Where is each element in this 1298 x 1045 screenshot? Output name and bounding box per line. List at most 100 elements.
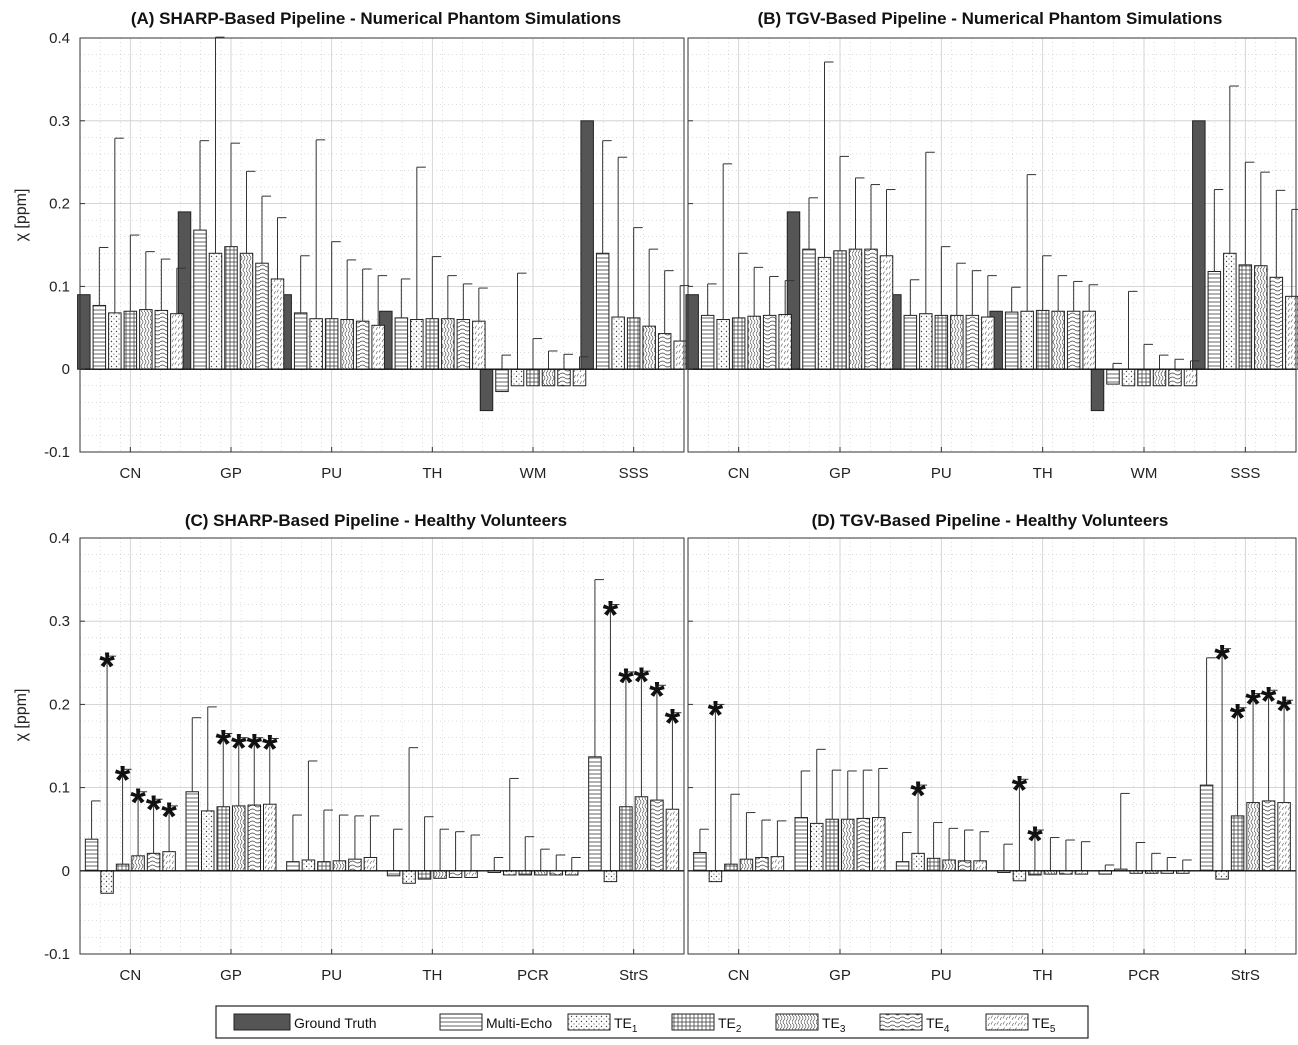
panel-a-bar: [340, 319, 354, 370]
panel-b-bar: [817, 256, 832, 370]
legend-swatch: [233, 1013, 291, 1031]
panel-b-bar: [950, 314, 964, 370]
panel-c-bar: [588, 756, 602, 872]
panel-c-significance-star: *: [603, 594, 619, 638]
panel-c-bar: [634, 796, 649, 872]
panel-b-bar: [731, 317, 746, 370]
panel-c-bar: [417, 870, 432, 880]
panel-b-bar: [762, 314, 777, 370]
panel-a-bar: [410, 319, 424, 370]
panel-c-significance-star: *: [665, 702, 681, 746]
panel-a-bar: [595, 252, 610, 370]
panel-c-y-tick-label: 0.4: [49, 530, 70, 547]
panel-d-bar: [957, 860, 972, 872]
legend-label-subscript: 1: [632, 1024, 638, 1035]
panel-d-x-tick-label: PCR: [1128, 967, 1160, 984]
panel-d-bar: [841, 818, 855, 872]
panel-d-x-tick-label: StrS: [1231, 967, 1260, 984]
panel-d-bar: [755, 856, 769, 872]
panel-c-bar: [619, 806, 633, 872]
panel-c-bar: [286, 861, 300, 872]
panel-a-x-tick-label: GP: [220, 465, 242, 482]
panel-b-plot-area: CN GP PU TH WM SSS: [685, 37, 1298, 482]
legend-label: Ground Truth: [294, 1015, 377, 1031]
panel-c-bar: [332, 860, 347, 872]
panel-c-bar: [363, 856, 378, 872]
panel-b-bar: [802, 248, 816, 370]
panel-b-x-tick-label: GP: [829, 465, 851, 482]
panel-a-x-tick-label: PU: [321, 465, 342, 482]
panel-a-y-tick-label: 0.3: [49, 113, 70, 130]
panel-a: (A) SHARP-Based Pipeline - Numerical Pha…: [13, 9, 690, 482]
panel-c-significance-star: *: [215, 723, 231, 767]
panel-a-y-tick-label: -0.1: [44, 444, 70, 461]
panel-b-x-tick-label: SSS: [1230, 465, 1260, 482]
panel-a-plot-area: -0.1 0 0.1 0.2 0.3 0.4 CN GP PU TH WM SSS: [44, 30, 690, 482]
panel-c-bar: [301, 859, 316, 872]
panel-a-y-tick-label: 0: [62, 361, 70, 378]
panel-a-bar: [626, 317, 641, 370]
panel-d-x-tick-label: PU: [931, 967, 952, 984]
panel-c-bar: [115, 863, 130, 872]
panel-c-x-tick-label: GP: [220, 967, 242, 984]
panel-a-bar: [611, 316, 625, 370]
panel-a-bar: [456, 319, 471, 370]
legend-swatch: [567, 1013, 611, 1031]
panel-b-bar: [1106, 368, 1120, 385]
panel-a-bar: [208, 252, 223, 370]
panel-b-bar: [778, 314, 792, 370]
panel-a-bar: [495, 368, 509, 393]
panel-c-y-axis-label: χ [ppm]: [13, 689, 30, 742]
panel-a-bar: [293, 312, 308, 370]
panel-b-bar: [1223, 252, 1237, 370]
panel-d-bar: [973, 860, 987, 872]
panel-d-bar: [708, 870, 723, 883]
panel-a-y-tick-label: 0.1: [49, 278, 70, 295]
panel-c-significance-star: *: [618, 661, 634, 705]
panel-c-x-tick-label: PCR: [517, 967, 549, 984]
panel-c-bar: [201, 810, 215, 872]
panel-d-x-tick-label: TH: [1033, 967, 1053, 984]
panel-c-bar: [317, 861, 331, 872]
panel-c-bar: [185, 791, 199, 872]
legend-label-subscript: 5: [1050, 1024, 1056, 1035]
panel-b-bar: [716, 319, 730, 370]
panel-d-x-tick-label: GP: [829, 967, 851, 984]
panel-a-bar: [77, 294, 91, 370]
panel-d-bar: [724, 863, 738, 872]
legend-swatch: [671, 1013, 715, 1031]
panel-c-significance-star: *: [231, 727, 247, 771]
panel-d-bar: [770, 856, 785, 872]
panel-c-bar: [146, 852, 161, 872]
panel-c-bar: [386, 870, 401, 877]
panel-c-significance-star: *: [146, 788, 162, 832]
panel-c-y-tick-label: 0.3: [49, 613, 70, 630]
panel-a-bar: [510, 368, 525, 387]
panel-c-plot-area: *** * ** * * *** * **-0.100.10.20.30.4CN GP PU TH P…: [44, 530, 685, 984]
panel-a-y-tick-label: 0.2: [49, 196, 70, 213]
legend-label-subscript: 4: [944, 1024, 950, 1035]
legend-swatch: [985, 1013, 1029, 1031]
panel-c: (C) SHARP-Based Pipeline - Healthy Volun…: [13, 511, 685, 984]
panel-c-title: (C) SHARP-Based Pipeline - Healthy Volun…: [185, 511, 567, 530]
panel-c-bar: [348, 858, 362, 872]
panel-d-bar: [825, 818, 839, 872]
panel-d-plot-area: ** **** * * *CN GP PU TH PCR StrS: [687, 537, 1297, 984]
panel-c-significance-star: *: [115, 758, 131, 802]
legend-box: [215, 1005, 1089, 1039]
panel-a-bar: [657, 333, 672, 370]
panel-b-bar: [1269, 276, 1284, 370]
panel-c-bar: [232, 805, 246, 872]
panel-b-x-tick-label: WM: [1131, 465, 1158, 482]
panel-a-bar: [324, 318, 339, 370]
panel-c-significance-star: *: [130, 781, 146, 825]
panel-c-significance-star: *: [649, 674, 665, 718]
panel-d-bar: [1215, 870, 1229, 880]
panel-b-bar: [1192, 120, 1206, 370]
panel-b-bar: [1207, 270, 1222, 370]
panel-c-bar: [216, 806, 230, 872]
panel-b-bar: [1020, 310, 1034, 370]
panel-b-bar: [1121, 368, 1136, 387]
panel-c-bar: [131, 855, 145, 872]
panel-a-bar: [479, 368, 494, 412]
